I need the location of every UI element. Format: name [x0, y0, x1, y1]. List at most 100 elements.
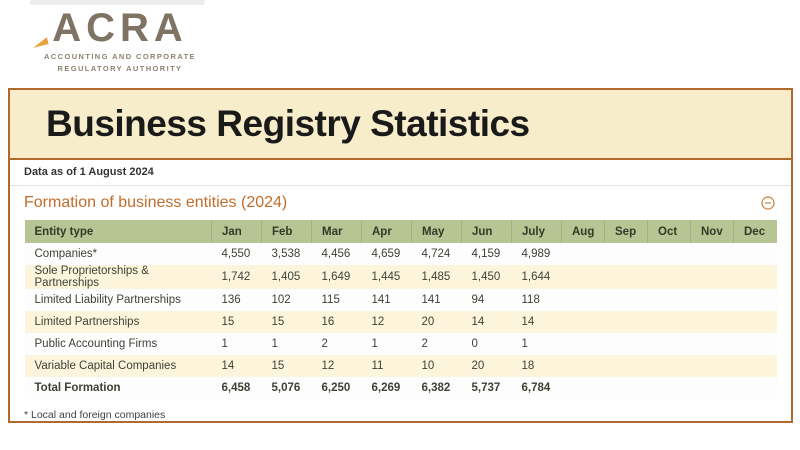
column-header-month: Dec [733, 220, 777, 243]
value-cell [604, 333, 648, 355]
acra-logo-subtext-line2: Regulatory Authority [57, 63, 183, 73]
value-cell: 4,550 [211, 243, 262, 265]
value-cell [733, 289, 777, 311]
value-cell [690, 311, 734, 333]
value-cell [733, 243, 777, 265]
table-row: Variable Capital Companies 14 15 12 11 10 20 18 [24, 355, 777, 377]
value-cell: 102 [261, 289, 312, 311]
entity-type-cell: Sole Proprietorships & Partnerships [24, 265, 212, 289]
value-cell: 94 [461, 289, 512, 311]
value-cell [604, 289, 648, 311]
value-cell: 115 [311, 289, 362, 311]
value-cell: 14 [211, 355, 262, 377]
table-row: Total Formation 6,458 5,076 6,250 6,269 6,382… [24, 377, 777, 399]
value-cell [647, 289, 691, 311]
value-cell [690, 243, 734, 265]
value-cell [733, 377, 777, 399]
section-header: Formation of business entities (2024) [10, 186, 791, 218]
column-header-month: Feb [261, 220, 312, 243]
title-banner: Business Registry Statistics [10, 90, 791, 160]
value-cell: 4,659 [361, 243, 412, 265]
value-cell [561, 355, 605, 377]
section-title: Formation of business entities (2024) [24, 194, 288, 211]
value-cell: 1,485 [411, 265, 462, 289]
collapse-section-button[interactable] [761, 196, 775, 210]
column-header-month: Oct [647, 220, 691, 243]
value-cell: 1 [361, 333, 412, 355]
value-cell [647, 311, 691, 333]
value-cell: 1 [511, 333, 562, 355]
value-cell: 20 [461, 355, 512, 377]
acra-logo-text: ACRA [52, 6, 188, 50]
statistics-panel: Business Registry Statistics Data as of … [8, 88, 793, 423]
value-cell [561, 333, 605, 355]
value-cell [561, 265, 605, 289]
value-cell: 6,269 [361, 377, 412, 399]
value-cell [733, 355, 777, 377]
value-cell [690, 265, 734, 289]
value-cell: 12 [361, 311, 412, 333]
value-cell [604, 311, 648, 333]
column-header-month: Jun [461, 220, 512, 243]
value-cell [690, 355, 734, 377]
minus-circle-icon [761, 196, 775, 210]
value-cell: 6,382 [411, 377, 462, 399]
value-cell [647, 355, 691, 377]
value-cell [690, 377, 734, 399]
value-cell [647, 333, 691, 355]
value-cell: 6,458 [211, 377, 262, 399]
value-cell: 5,737 [461, 377, 512, 399]
value-cell: 4,724 [411, 243, 462, 265]
value-cell [561, 311, 605, 333]
table-row: Limited Partnerships 15 15 16 12 20 14 14 [24, 311, 777, 333]
formation-statistics-table: Entity type Jan Feb Mar Apr May Jun July Aug Sep O… [24, 220, 777, 399]
column-header-month: Mar [311, 220, 362, 243]
value-cell: 14 [461, 311, 512, 333]
value-cell: 136 [211, 289, 262, 311]
value-cell: 12 [311, 355, 362, 377]
value-cell [690, 333, 734, 355]
acra-logo-subtext: Accounting And Corporate Regulatory Auth… [30, 51, 210, 74]
value-cell: 6,250 [311, 377, 362, 399]
value-cell: 20 [411, 311, 462, 333]
value-cell [604, 265, 648, 289]
column-header-month: May [411, 220, 462, 243]
value-cell [733, 333, 777, 355]
table-footnote: * Local and foreign companies [24, 409, 166, 421]
entity-type-cell: Variable Capital Companies [24, 355, 212, 377]
acra-logo-subtext-line1: Accounting And Corporate [44, 52, 196, 61]
table-body: Companies* 4,550 3,538 4,456 4,659 4,724 4,159… [24, 243, 777, 399]
table-header-row: Entity type Jan Feb Mar Apr May Jun July Aug Sep O… [24, 220, 777, 243]
value-cell [561, 243, 605, 265]
value-cell: 4,456 [311, 243, 362, 265]
table-head: Entity type Jan Feb Mar Apr May Jun July Aug Sep O… [24, 220, 777, 243]
value-cell [604, 355, 648, 377]
entity-type-cell: Public Accounting Firms [24, 333, 212, 355]
value-cell [604, 243, 648, 265]
value-cell: 141 [411, 289, 462, 311]
value-cell: 14 [511, 311, 562, 333]
column-header-month: Jan [211, 220, 262, 243]
value-cell: 4,159 [461, 243, 512, 265]
top-strip [30, 0, 205, 5]
value-cell: 4,989 [511, 243, 562, 265]
value-cell: 18 [511, 355, 562, 377]
value-cell: 10 [411, 355, 462, 377]
column-header-month: July [511, 220, 562, 243]
column-header-month: Sep [604, 220, 648, 243]
value-cell [647, 265, 691, 289]
value-cell: 11 [361, 355, 412, 377]
value-cell [690, 289, 734, 311]
value-cell: 3,538 [261, 243, 312, 265]
table-row: Public Accounting Firms 1 1 2 1 2 0 1 [24, 333, 777, 355]
entity-type-cell: Limited Liability Partnerships [24, 289, 212, 311]
value-cell: 2 [411, 333, 462, 355]
value-cell [561, 289, 605, 311]
value-cell: 1,405 [261, 265, 312, 289]
value-cell [561, 377, 605, 399]
value-cell: 1,742 [211, 265, 262, 289]
column-header-entity-type: Entity type [24, 220, 212, 243]
table-row: Companies* 4,550 3,538 4,456 4,659 4,724 4,159… [24, 243, 777, 265]
value-cell: 0 [461, 333, 512, 355]
entity-type-cell: Total Formation [24, 377, 212, 399]
